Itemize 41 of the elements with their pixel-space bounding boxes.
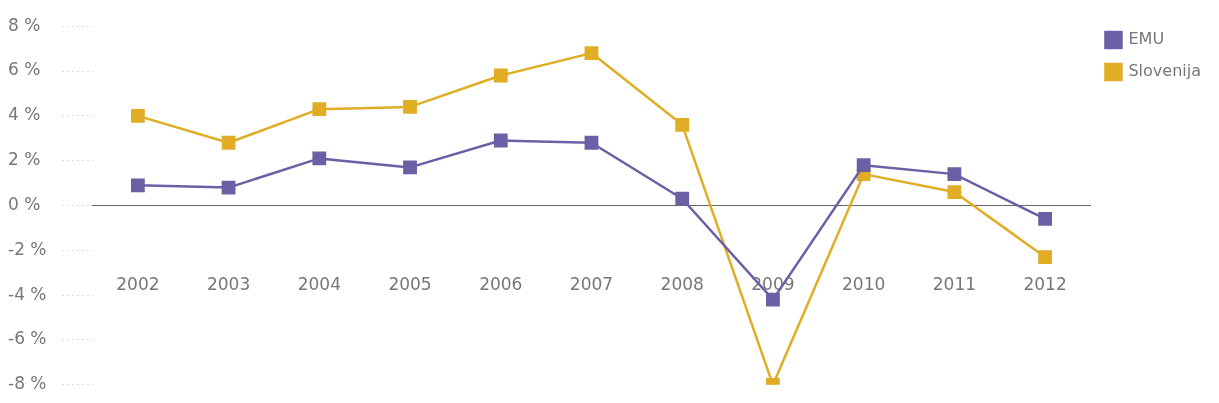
point: [130, 108, 145, 123]
x-tick-label: 2003: [206, 274, 251, 295]
point: [130, 178, 145, 193]
x-tick-label: 2010: [842, 274, 886, 295]
x-tick-label: 2012: [1023, 274, 1067, 295]
point: [312, 151, 327, 166]
point: [493, 133, 508, 148]
point: [675, 191, 690, 206]
point: [584, 135, 599, 150]
x-tick-label: 2011: [932, 274, 977, 295]
y-tick-label: 4 %: [8, 104, 41, 125]
point: [312, 102, 327, 117]
point: [1038, 212, 1053, 226]
point: [403, 160, 417, 175]
point: [856, 158, 871, 173]
y-tick-label: 0 %: [8, 193, 41, 214]
point: [403, 99, 417, 114]
y-tick-label: -4 %: [8, 283, 47, 304]
x-tick-label: 2008: [660, 274, 704, 295]
point: [221, 180, 236, 195]
x-tick-label: 2005: [388, 274, 432, 295]
y-tick-label: -8 %: [8, 373, 47, 394]
x-tick-label: 2002: [116, 274, 160, 295]
y-tick-label: -6 %: [8, 328, 47, 349]
y-tick-label: 6 %: [8, 59, 41, 80]
y-tick-label: 2 %: [8, 149, 41, 170]
y-tick-label: 8 %: [8, 14, 41, 35]
y-tick-label: -2 %: [8, 238, 47, 259]
point: [584, 46, 599, 60]
legend-label: EMU: [1128, 29, 1165, 49]
point: [766, 292, 780, 307]
point: [1038, 250, 1053, 264]
point: [947, 167, 962, 182]
point: [675, 117, 690, 132]
x-tick-label: 2007: [569, 274, 614, 295]
point: [221, 135, 236, 150]
x-tick-label: 2006: [479, 274, 523, 295]
point: [493, 68, 508, 83]
x-tick-label: 2004: [297, 274, 341, 295]
legend-label: Slovenija: [1128, 61, 1202, 81]
point: [947, 185, 962, 199]
